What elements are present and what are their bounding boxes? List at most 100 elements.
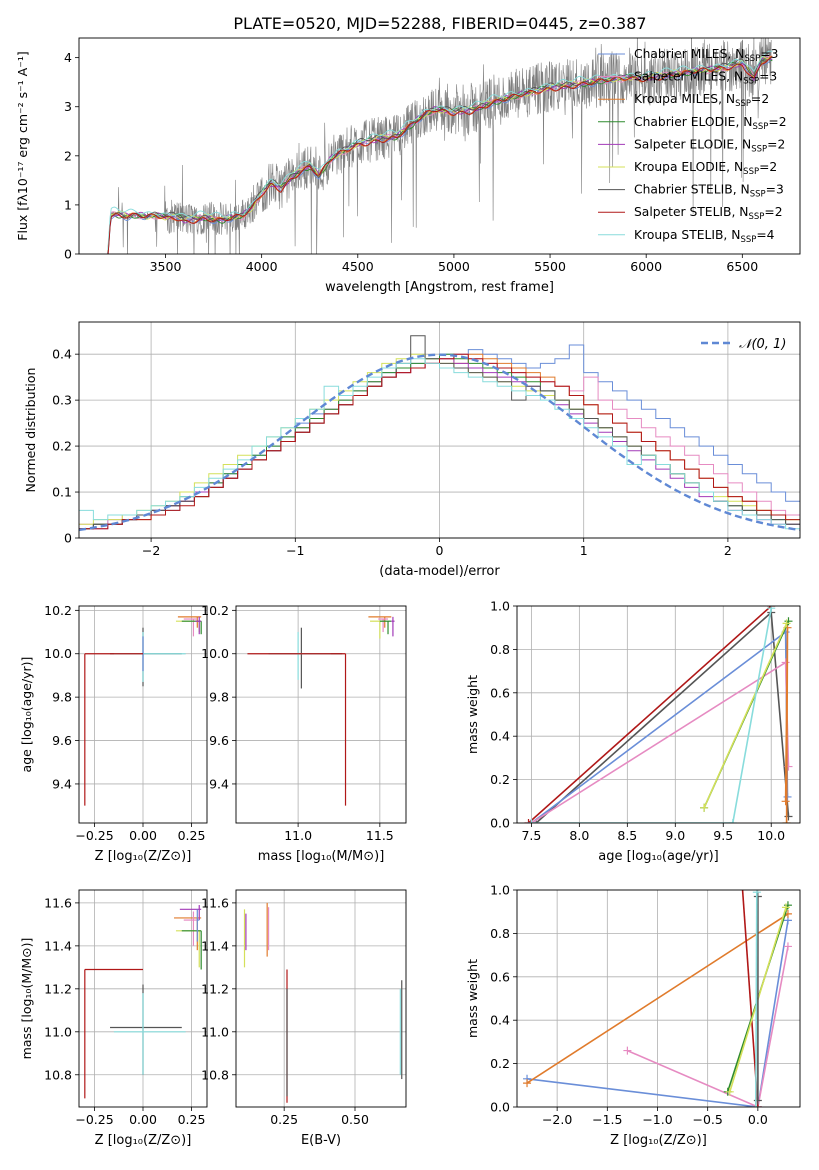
grid: [236, 606, 406, 823]
weight-point-marker: [753, 892, 762, 901]
axes-frame: [235, 889, 407, 1108]
y-tick-label: 9.4: [209, 776, 229, 791]
weight-series-line: [755, 892, 758, 1107]
panel-weight-vs-Z: −2.0 −1.5 −1.0 −0.5 0.0 0.0 0.2 0.4 0.6 0.8 1.0 Z […: [465, 883, 801, 1148]
x-tick-label: 6000: [630, 259, 662, 274]
errorbar-point: [181, 930, 202, 970]
histogram-series: [79, 353, 800, 530]
y-tick-label: 10.8: [44, 1067, 72, 1082]
weight-point-marker: [728, 819, 737, 823]
errorbar-point: [247, 653, 347, 806]
x-tick-label: 7.5: [521, 828, 541, 843]
y-axis-label: Flux [fλ10⁻¹⁷ erg cm⁻² s⁻¹ A⁻¹]: [15, 51, 30, 240]
weight-point-marker: [784, 812, 793, 821]
y-axis-label: mass [log₁₀(M/M⊙)]: [19, 938, 34, 1060]
errorbar-point: [84, 968, 143, 1099]
plot-area: [79, 335, 800, 532]
legend-label-tail: =3: [759, 70, 777, 84]
legend-label-sub: SSP: [751, 144, 767, 154]
weight-point-marker: [767, 606, 776, 613]
y-axis-label: mass weight: [465, 675, 480, 754]
y-tick-label: 11.6: [201, 895, 229, 910]
x-tick-label: 11.0: [284, 828, 312, 843]
x-tick-label: −0.25: [75, 828, 113, 843]
axes-frame: [516, 605, 801, 824]
y-tick-label: 2: [64, 148, 72, 163]
errorbar-point: [196, 909, 200, 942]
axes-frame: [78, 605, 208, 824]
y-tick-label: 10.0: [201, 646, 229, 661]
weight-point-marker: [527, 819, 536, 823]
weight-series-line: [531, 608, 772, 823]
y-tick-label: 10.8: [201, 1067, 229, 1082]
x-tick-label: 0.25: [178, 828, 206, 843]
weight-series-line: [627, 946, 789, 1107]
y-tick-label: 0.0: [490, 816, 510, 831]
weight-point-marker: [782, 619, 791, 628]
x-tick-label: 11.5: [366, 828, 394, 843]
x-axis-label: age [log₁₀(age/yr)]: [598, 849, 719, 864]
errorbar-point: [183, 911, 198, 946]
legend-label-base: Chabrier STELIB, N: [634, 183, 750, 197]
errorbar-point: [183, 618, 198, 637]
legend-label: Chabrier STELIB, NSSP=3: [634, 183, 784, 200]
x-tick-label: 0.25: [178, 1112, 206, 1127]
x-tick-label: 3500: [150, 259, 182, 274]
legend-label: Kroupa STELIB, NSSP=4: [634, 228, 775, 245]
errorbar-point: [84, 653, 143, 806]
legend-label-tail: =2: [764, 205, 782, 219]
panel-spectrum: 3500 4000 4500 5000 5500 6000 6500 0 1 2 3 4 wavelen…: [15, 37, 801, 295]
y-tick-label: 11.4: [44, 938, 72, 953]
legend-label-tail: =3: [766, 183, 784, 197]
weight-series-line: [703, 623, 788, 809]
x-tick-label: −2: [142, 543, 160, 558]
y-tick-label: 0.1: [52, 485, 72, 500]
x-tick-label: −1.0: [642, 1112, 672, 1127]
x-tick-label: 6500: [726, 259, 758, 274]
weight-point-marker: [782, 819, 791, 823]
y-tick-label: 11.4: [201, 938, 229, 953]
legend-label: Chabrier MILES, NSSP=3: [634, 47, 778, 64]
model-spectrum-line: [107, 50, 773, 251]
legend-label: 𝒩(0, 1): [739, 337, 786, 352]
legend-label: Salpeter STELIB, NSSP=2: [634, 205, 783, 222]
panel-mass-vs-ebv: 0.25 0.50 10.8 11.0 11.2 11.4 11.6 E(B-V): [201, 889, 407, 1148]
x-axis-label: Z [log₁₀(Z/Z⊙)]: [610, 1133, 707, 1148]
legend-label: Salpeter MILES, NSSP=3: [634, 70, 777, 87]
y-tick-label: 0.8: [490, 642, 510, 657]
errorbar-point: [110, 627, 182, 687]
y-tick-label: 1.0: [490, 883, 510, 898]
legend-label-tail: =2: [768, 115, 786, 129]
errorbar-point: [268, 632, 331, 680]
weight-series-line: [526, 913, 789, 1084]
y-tick-label: 9.4: [52, 776, 72, 791]
y-tick-label: 10.2: [201, 603, 229, 618]
x-tick-label: 0.00: [129, 1112, 157, 1127]
weight-point-marker: [700, 803, 709, 812]
figure-title: PLATE=0520, MJD=52288, FIBERID=0445, z=0…: [233, 14, 646, 33]
x-tick-label: −1: [286, 543, 304, 558]
y-tick-label: 3: [64, 99, 72, 114]
x-axis-label: E(B-V): [301, 1133, 341, 1148]
legend-label-base: Salpeter MILES, N: [634, 70, 743, 84]
weight-point-marker: [752, 890, 761, 897]
x-axis-label: Z [log₁₀(Z/Z⊙)]: [95, 1133, 192, 1148]
y-axis-label: age [log₁₀(age/yr)]: [19, 657, 34, 773]
y-tick-label: 11.6: [44, 895, 72, 910]
y-tick-label: 9.6: [52, 733, 72, 748]
x-tick-label: 0.50: [341, 1112, 369, 1127]
x-axis-label: (data-model)/error: [379, 564, 500, 579]
y-tick-label: 1: [64, 197, 72, 212]
y-tick-label: 0.4: [490, 1013, 510, 1028]
panel-mass-vs-Z: −0.25 0.00 0.25 10.8 11.0 11.2 11.4 11.6 Z [log₁…: [19, 889, 208, 1148]
model-spectrum-line: [107, 56, 773, 254]
weight-point-marker: [783, 942, 792, 951]
x-tick-label: 5000: [438, 259, 470, 274]
x-tick-label: 2: [724, 543, 732, 558]
legend-label-sub: SSP: [752, 122, 768, 132]
y-tick-label: 0.6: [490, 685, 510, 700]
y-tick-label: 0.2: [490, 1056, 510, 1071]
legend-label-base: Kroupa MILES, N: [634, 92, 735, 106]
y-tick-label: 10.0: [44, 646, 72, 661]
